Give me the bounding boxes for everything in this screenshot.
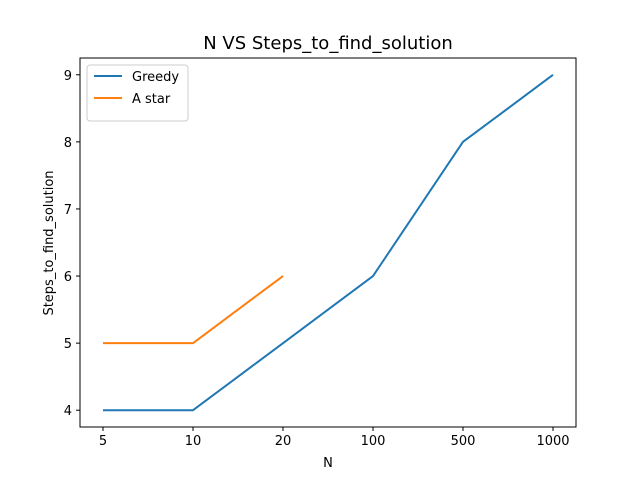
y-axis: 4 5 6 7 8 9 — [64, 69, 80, 419]
x-axis: 5 10 20 100 500 1000 — [99, 427, 570, 449]
y-tick-label: 4 — [64, 404, 72, 419]
x-tick-label: 20 — [275, 434, 292, 449]
y-axis-label: Steps_to_find_solution — [42, 170, 57, 315]
y-tick-label: 7 — [64, 203, 72, 218]
legend-label: Greedy — [132, 70, 179, 85]
x-tick-label: 5 — [99, 434, 107, 449]
legend-label: A star — [132, 92, 171, 107]
series-line-greedy — [103, 73, 554, 412]
y-tick-label: 8 — [64, 136, 72, 151]
y-tick-label: 5 — [64, 337, 72, 352]
y-tick-label: 6 — [64, 270, 72, 285]
legend-box — [86, 64, 189, 122]
x-tick-label: 500 — [451, 434, 476, 449]
x-tick-label: 100 — [361, 434, 386, 449]
y-tick-label: 9 — [64, 69, 72, 84]
series-lines — [103, 73, 554, 412]
series-line-a-star — [103, 275, 284, 345]
chart-title: N VS Steps_to_find_solution — [203, 33, 453, 54]
legend: Greedy A star — [86, 64, 189, 122]
x-tick-label: 10 — [185, 434, 202, 449]
x-axis-label: N — [323, 456, 333, 471]
x-tick-label: 1000 — [536, 434, 569, 449]
